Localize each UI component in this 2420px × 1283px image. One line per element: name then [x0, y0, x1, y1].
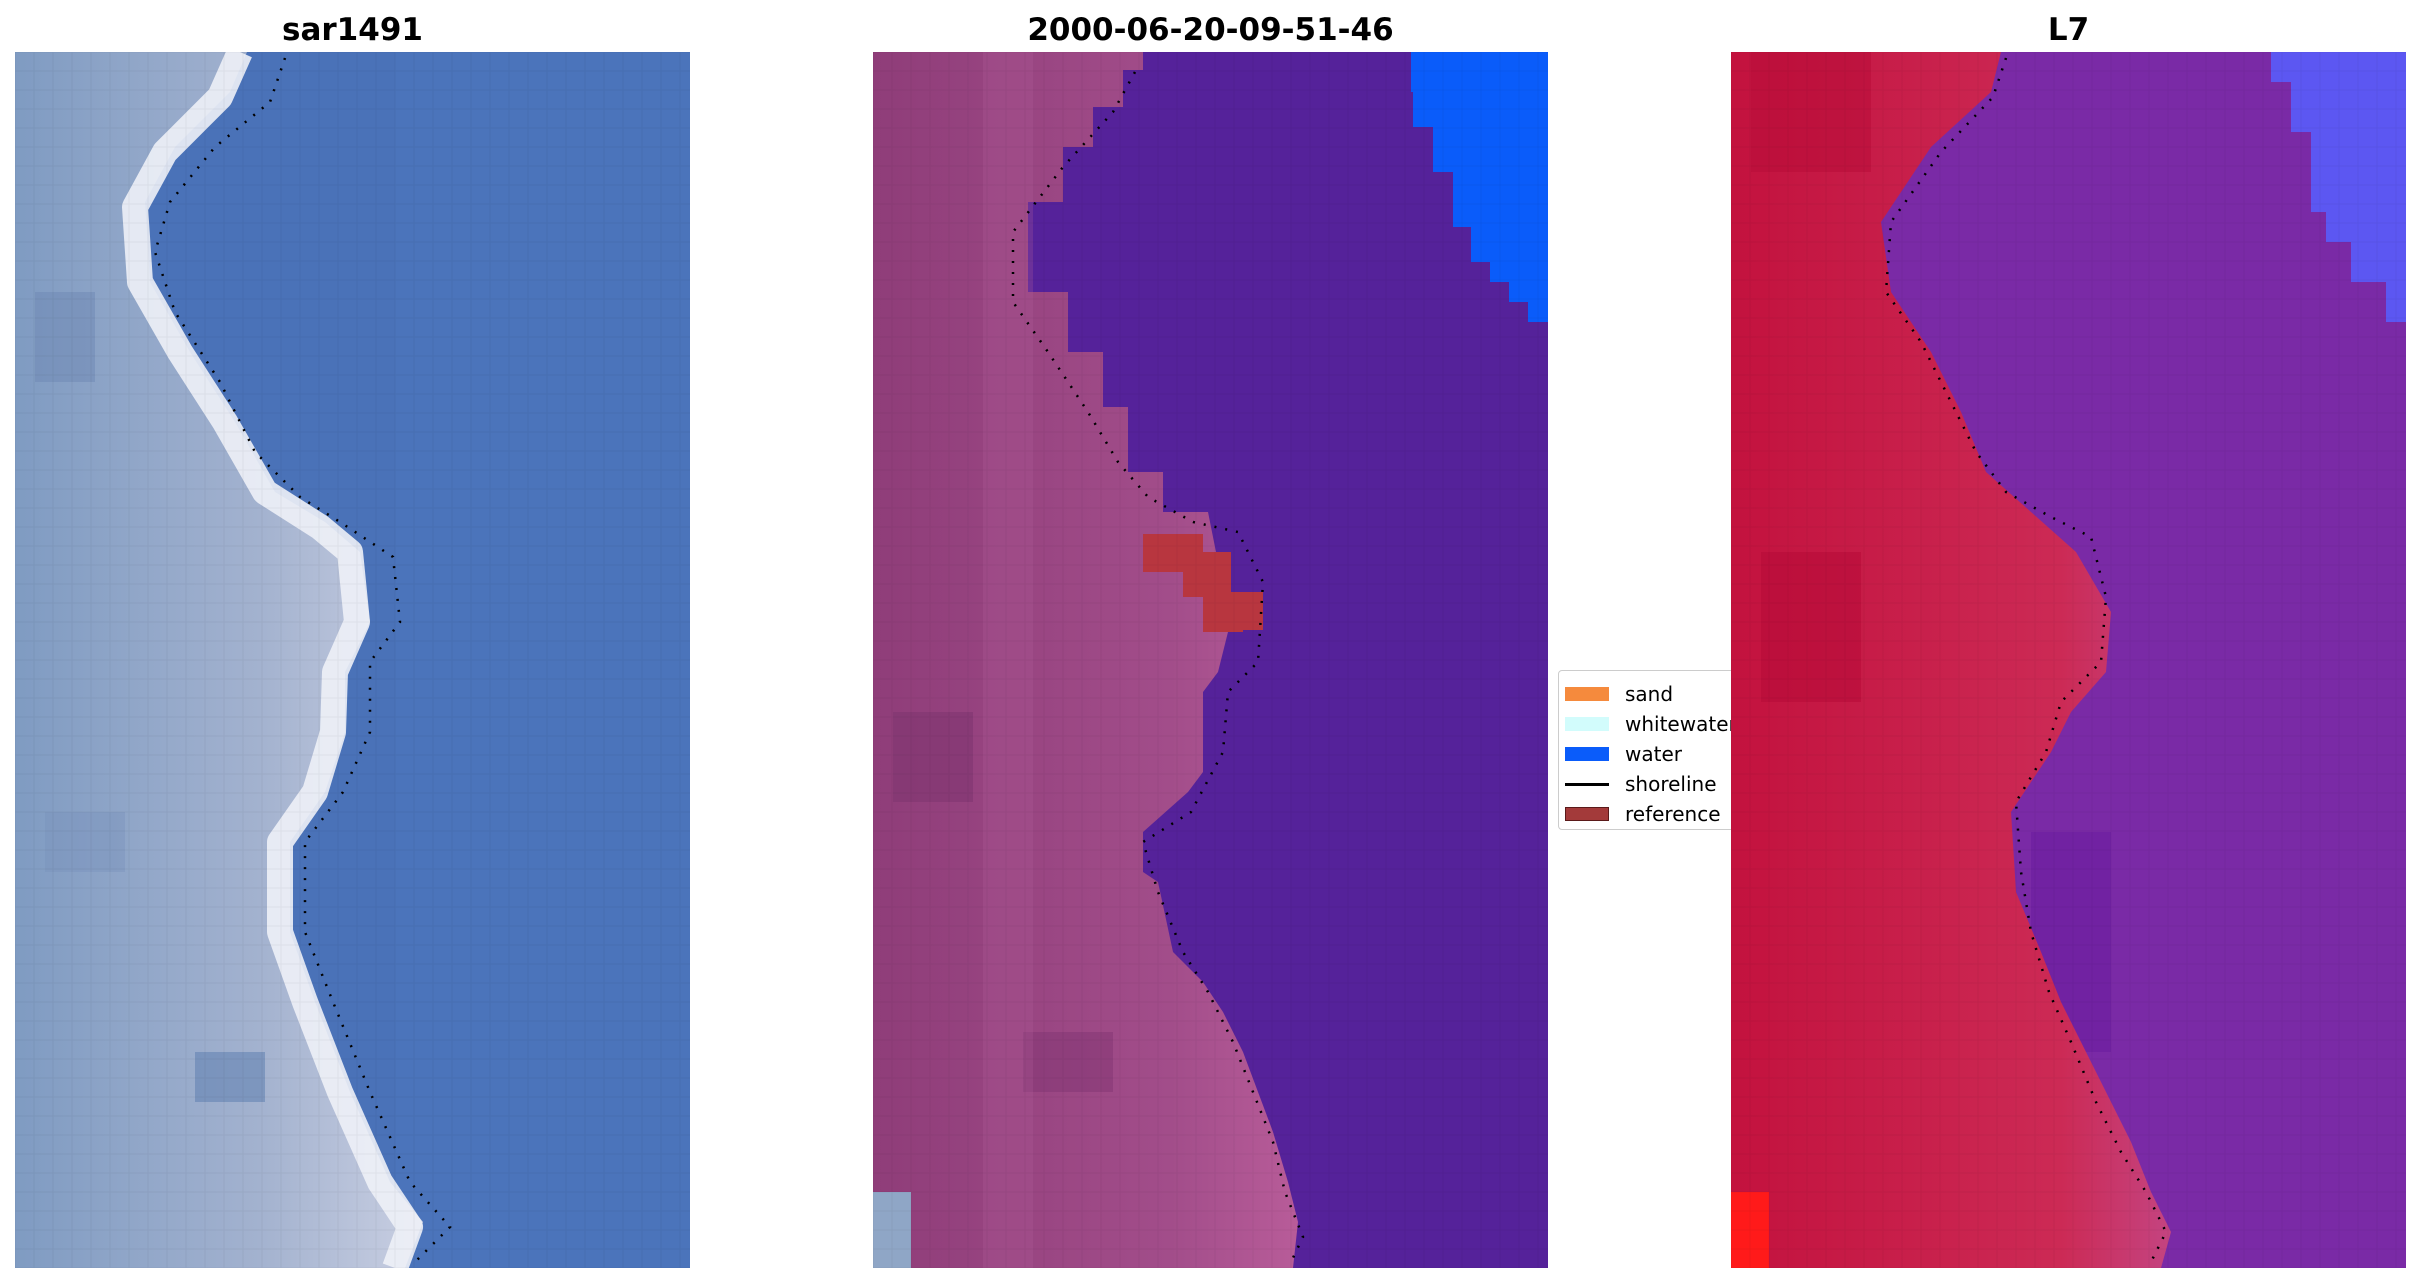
water-swatch [1565, 747, 1609, 761]
legend-item-sand: sand [1565, 679, 1739, 709]
shoreline-line-swatch [1565, 782, 1609, 786]
sand-swatch [1565, 687, 1609, 701]
legend-label: whitewater [1625, 712, 1737, 736]
class-pixel-grid [873, 52, 1548, 1268]
legend-label: sand [1625, 682, 1674, 706]
legend-item-whitewater: whitewater [1565, 709, 1739, 739]
legend: sand whitewater water shoreline referenc… [1558, 670, 1748, 830]
l7-image-panel [1731, 52, 2406, 1268]
shoreline-dotted [153, 57, 452, 1263]
legend-label: water [1625, 742, 1682, 766]
legend-item-water: water [1565, 739, 1739, 769]
legend-item-reference: reference [1565, 799, 1739, 829]
l7-pixel-grid [1731, 52, 2406, 1268]
shoreline-dotted [1884, 57, 2168, 1263]
legend-label: reference [1625, 802, 1721, 826]
reference-swatch [1565, 807, 1609, 821]
legend-label: shoreline [1625, 772, 1717, 796]
sar-image-panel [15, 52, 690, 1268]
legend-item-shoreline: shoreline [1565, 769, 1739, 799]
classification-panel [873, 52, 1548, 1268]
panel-title-l7: L7 [2047, 12, 2090, 48]
whitewater-swatch [1565, 717, 1609, 731]
panel-title-sar: sar1491 [282, 12, 423, 48]
panel-title-classification: 2000-06-20-09-51-46 [1027, 12, 1394, 48]
sar-pixel-grid [15, 52, 690, 1268]
